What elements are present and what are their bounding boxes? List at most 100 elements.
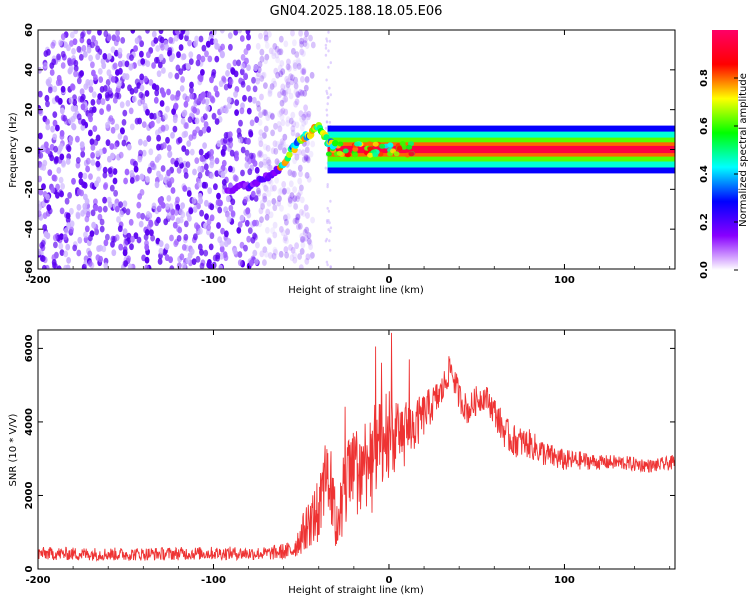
- spectrogram-noise-cell: [225, 195, 231, 203]
- spectrogram-marks: [38, 30, 675, 269]
- colorbar: 0.0 0.2 0.4 0.6 0.8 Normalized spectral ampl…: [699, 30, 749, 279]
- spectrogram-noise-cell: [122, 109, 128, 117]
- y-tick-label: -40: [24, 220, 35, 238]
- spectrogram-noise-cell: [305, 253, 311, 261]
- spectrogram-noise-cell: [70, 83, 75, 91]
- spectrogram-noise-cell: [157, 61, 163, 69]
- spectrogram-noise-cell: [102, 85, 108, 92]
- spectrogram-noise-cell: [38, 90, 43, 98]
- spectrogram-noise-cell: [56, 53, 61, 61]
- spectrogram-noise-cell: [116, 216, 121, 223]
- spectrogram-noise-cell: [141, 149, 147, 157]
- spectrogram-noise-cell: [299, 124, 305, 132]
- spectrogram-noise-cell: [79, 96, 85, 103]
- spectrogram-noise-cell: [65, 212, 71, 220]
- spectrogram-noise-cell: [88, 86, 94, 93]
- spectrogram-noise-cell: [194, 157, 200, 165]
- spectrogram-noise-cell: [272, 221, 278, 229]
- carrier-blob: [366, 141, 373, 147]
- spectrogram-noise-cell: [208, 243, 214, 251]
- spectrogram-noise-cell: [72, 244, 78, 252]
- spectrogram-noise-cell: [271, 49, 276, 56]
- spectrogram-noise-cell: [146, 135, 152, 143]
- spectrogram-noise-cell: [280, 229, 286, 237]
- spectrogram-noise-cell: [294, 121, 300, 129]
- spectrogram-noise-cell: [166, 88, 171, 96]
- spectrogram-noise-cell: [247, 95, 253, 103]
- colorbar-tick-label: 0.2: [699, 213, 710, 231]
- spectrogram-noise-cell: [272, 80, 278, 88]
- spectrogram-noise-cell: [178, 33, 184, 40]
- spectrogram-noise-cell: [88, 173, 93, 181]
- spectrogram-noise-cell: [327, 30, 330, 34]
- spectrogram-noise-cell: [324, 126, 328, 130]
- spectrogram-noise-cell: [224, 230, 229, 238]
- snr-y-label: SNR (10 * V/V): [8, 413, 19, 486]
- spectrogram-noise-cell: [216, 140, 222, 148]
- x-tick-label: -100: [201, 575, 226, 586]
- spectrogram-noise-cell: [79, 70, 84, 77]
- spectrogram-noise-cell: [294, 242, 299, 250]
- spectrogram-noise-cell: [280, 143, 286, 151]
- spectrogram-noise-cell: [219, 50, 225, 58]
- spectrogram-noise-cell: [156, 205, 162, 213]
- spectrogram-noise-cell: [99, 225, 105, 233]
- spectrogram-noise-cell: [139, 50, 144, 58]
- spectrogram-noise-cell: [329, 248, 332, 252]
- spectrogram-noise-cell: [277, 110, 283, 118]
- spectrogram-noise-cell: [304, 226, 310, 234]
- spectrogram-noise-cell: [199, 155, 205, 163]
- spectrogram-noise-cell: [303, 118, 308, 125]
- spectrogram-noise-cell: [91, 91, 97, 98]
- spectrogram-noise-cell: [183, 101, 189, 108]
- spectrogram-noise-cell: [327, 49, 330, 53]
- spectrogram-noise-cell: [129, 88, 135, 95]
- y-tick-label: 4000: [24, 408, 35, 436]
- spectrogram-noise-cell: [279, 138, 285, 146]
- spectrogram-noise-cell: [140, 212, 146, 220]
- spectrogram-noise-cell: [301, 67, 307, 75]
- spectrogram-noise-cell: [309, 71, 315, 79]
- spectrogram-noise-cell: [326, 102, 329, 106]
- spectrogram-noise-cell: [91, 35, 96, 42]
- spectrogram-noise-cell: [306, 237, 312, 245]
- spectrogram-noise-cell: [305, 155, 311, 162]
- spectrogram-noise-cell: [269, 185, 275, 192]
- spectrogram-noise-cell: [58, 39, 63, 47]
- spectrogram-noise-cell: [83, 231, 88, 239]
- spectrogram-noise-cell: [273, 67, 279, 75]
- spectrogram-noise-cell: [158, 174, 164, 181]
- spectrogram-noise-cell: [237, 251, 243, 258]
- spectrogram-noise-cell: [151, 62, 157, 69]
- spectrogram-noise-cell: [259, 133, 265, 141]
- spectrogram-noise-cell: [133, 86, 139, 94]
- spectrogram-noise-cell: [60, 33, 66, 41]
- spectrogram-noise-cell: [59, 207, 65, 215]
- spectrogram-noise-cell: [293, 76, 298, 84]
- spectrogram-noise-cell: [304, 77, 310, 84]
- spectrogram-noise-cell: [301, 119, 307, 127]
- spectrogram-noise-cell: [304, 257, 310, 265]
- colorbar-tick-label: 0.6: [699, 117, 710, 135]
- spectrogram-noise-cell: [303, 104, 308, 112]
- spectrogram-noise-cell: [285, 63, 291, 71]
- spectrogram-noise-cell: [169, 265, 175, 269]
- spectrogram-noise-cell: [206, 126, 212, 133]
- spectrogram-noise-cell: [289, 78, 295, 86]
- spectrogram-noise-cell: [273, 147, 279, 155]
- spectrogram-noise-cell: [192, 168, 197, 176]
- spectrogram-noise-cell: [215, 199, 221, 206]
- spectrogram-noise-cell: [170, 94, 175, 101]
- spectrogram-noise-cell: [209, 232, 215, 240]
- spectrogram-noise-cell: [52, 119, 58, 127]
- spectrogram-y-label: Frequency (Hz): [8, 112, 19, 188]
- spectrogram-noise-cell: [209, 38, 215, 45]
- spectrogram-noise-cell: [240, 102, 245, 110]
- spectrogram-noise-cell: [121, 139, 127, 147]
- spectrogram-noise-cell: [285, 228, 290, 236]
- spectrogram-noise-cell: [242, 94, 247, 102]
- spectrogram-noise-cell: [255, 100, 261, 108]
- spectrogram-noise-cell: [122, 249, 128, 257]
- spectrogram-noise-cell: [69, 207, 74, 215]
